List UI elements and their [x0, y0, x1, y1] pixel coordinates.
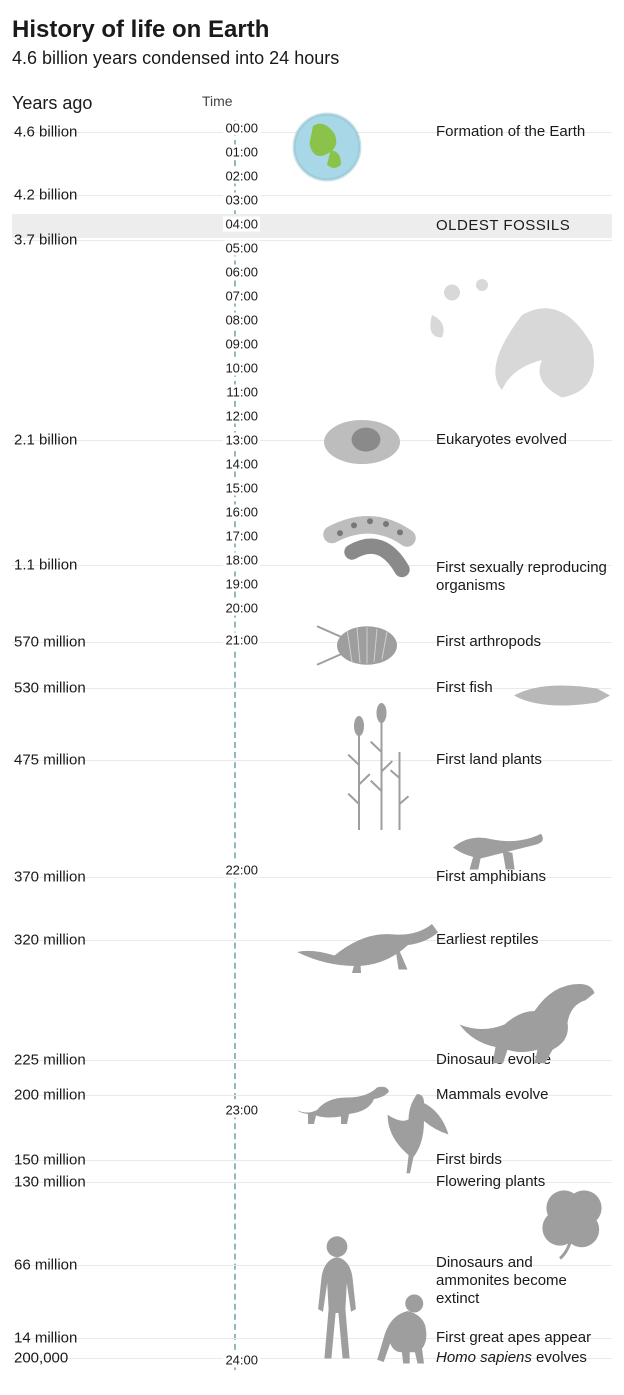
- years-ago-label: 130 million: [12, 1174, 192, 1191]
- column-headers: Years ago Time: [12, 93, 612, 114]
- time-header: Time: [202, 93, 233, 114]
- human-icon: [302, 1235, 372, 1365]
- lizard-icon: [292, 910, 442, 980]
- years-ago-label: 320 million: [12, 932, 192, 949]
- event-label: First arthropods: [436, 633, 612, 651]
- organism-chain-icon: [322, 510, 422, 580]
- landplant-icon: [332, 700, 422, 830]
- event-label: Earliest reptiles: [436, 931, 612, 949]
- years-ago-label: 370 million: [12, 869, 192, 886]
- years-ago-label: 475 million: [12, 752, 192, 769]
- time-tick: 13:00: [208, 433, 260, 448]
- years-ago-label: 200 million: [12, 1087, 192, 1104]
- years-header: Years ago: [12, 93, 202, 114]
- flower-icon: [532, 1180, 612, 1260]
- years-ago-label: 66 million: [12, 1257, 192, 1274]
- time-tick: 20:00: [208, 601, 260, 616]
- years-ago-label: 2.1 billion: [12, 432, 192, 449]
- time-tick: 19:00: [208, 577, 260, 592]
- time-tick: 17:00: [208, 529, 260, 544]
- earth-icon: [292, 112, 362, 182]
- time-tick: 08:00: [208, 313, 260, 328]
- fish-icon: [512, 678, 612, 713]
- time-tick: 16:00: [208, 505, 260, 520]
- time-tick: 06:00: [208, 265, 260, 280]
- event-label: Formation of the Earth: [436, 123, 612, 141]
- mammal-icon: [292, 1075, 392, 1125]
- years-ago-label: 530 million: [12, 680, 192, 697]
- event-label: Homo sapiens evolves: [436, 1349, 612, 1367]
- years-ago-label: 225 million: [12, 1052, 192, 1069]
- time-tick: 24:00: [208, 1353, 260, 1368]
- event-label: First great apes appear: [436, 1329, 612, 1347]
- trilobite-icon: [312, 618, 412, 673]
- time-tick: 00:00: [208, 121, 260, 136]
- years-ago-label: 1.1 billion: [12, 557, 192, 574]
- years-ago-label: 150 million: [12, 1152, 192, 1169]
- event-label: First land plants: [436, 751, 612, 769]
- years-ago-label: 3.7 billion: [12, 232, 192, 249]
- page-subtitle: 4.6 billion years condensed into 24 hour…: [12, 48, 612, 69]
- timeline: OLDEST FOSSILS 00:00 01:00 02:00 03:00 04:00 0…: [12, 120, 612, 1370]
- cell-icon: [322, 418, 402, 466]
- years-ago-label: 4.2 billion: [12, 187, 192, 204]
- time-tick: 14:00: [208, 457, 260, 472]
- time-tick: 21:00: [208, 633, 260, 648]
- time-tick: 15:00: [208, 481, 260, 496]
- time-tick: 11:00: [208, 385, 260, 400]
- event-label: First sexually reproducing organisms: [436, 559, 612, 595]
- event-label: Mammals evolve: [436, 1086, 612, 1104]
- event-label: Eukaryotes evolved: [436, 431, 612, 449]
- time-tick: 18:00: [208, 553, 260, 568]
- event-label: Dinosaurs and ammonites become extinct: [436, 1254, 612, 1308]
- infographic-root: History of life on Earth 4.6 billion yea…: [0, 0, 624, 1394]
- time-tick: 04:00: [208, 217, 260, 232]
- years-ago-label: 14 million: [12, 1330, 192, 1347]
- event-label: First birds: [436, 1151, 612, 1169]
- time-tick: 07:00: [208, 289, 260, 304]
- fossil-blob-icon: [412, 270, 612, 420]
- time-tick: 02:00: [208, 169, 260, 184]
- time-tick: 09:00: [208, 337, 260, 352]
- years-ago-label: 570 million: [12, 634, 192, 651]
- salamander-icon: [442, 820, 552, 875]
- time-tick: 01:00: [208, 145, 260, 160]
- time-tick: 10:00: [208, 361, 260, 376]
- time-tick: 12:00: [208, 409, 260, 424]
- years-ago-label: 4.6 billion: [12, 124, 192, 141]
- time-tick: 22:00: [208, 863, 260, 878]
- years-ago-label: 200,000: [12, 1350, 192, 1367]
- oldest-fossils-label: OLDEST FOSSILS: [436, 217, 612, 235]
- bird-icon: [382, 1085, 452, 1175]
- time-tick: 05:00: [208, 241, 260, 256]
- time-tick: 03:00: [208, 193, 260, 208]
- time-tick: 23:00: [208, 1103, 260, 1118]
- ape-icon: [372, 1290, 437, 1365]
- page-title: History of life on Earth: [12, 16, 612, 44]
- dinosaur-icon: [452, 975, 602, 1065]
